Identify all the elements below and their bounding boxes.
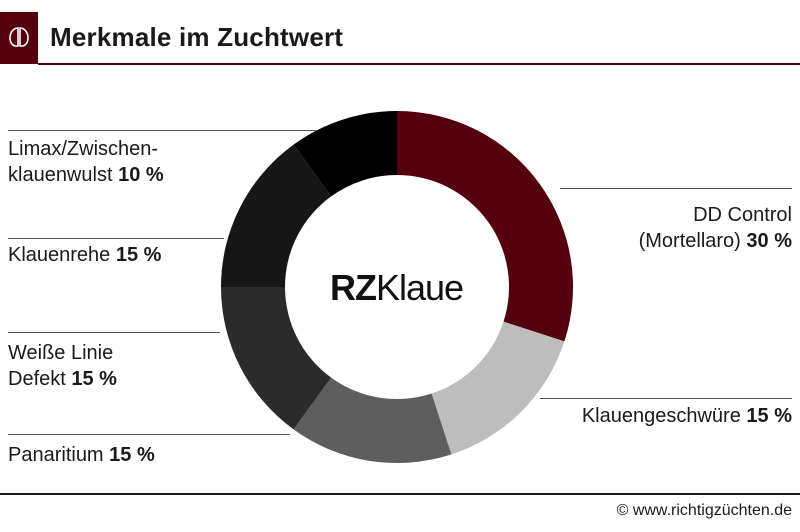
label-klauengeschwuere-name: Klauengeschwüre xyxy=(581,405,741,427)
label-klauenrehe-value: 15 % xyxy=(115,244,162,266)
slice-klauengeschwuere xyxy=(431,321,565,455)
hoof-icon xyxy=(9,27,29,47)
leader-line-weisse-linie xyxy=(8,332,220,333)
slice-limax xyxy=(293,111,397,197)
label-klauenrehe-name: Klauenrehe xyxy=(8,244,111,266)
leader-line-panaritium xyxy=(8,434,290,435)
label-limax-line1: Limax/Zwischen- xyxy=(8,138,159,160)
footer-divider xyxy=(0,493,800,495)
label-dd-control: DD Control (Mortellaro) 30 % xyxy=(639,202,792,254)
label-dd-control-value: 30 % xyxy=(746,230,792,252)
label-limax-line2: klauenwulst xyxy=(8,164,113,186)
logo-klaue: Klaue xyxy=(376,267,464,308)
label-weisse-linie-line2: Defekt xyxy=(8,368,66,390)
label-klauengeschwuere-value: 15 % xyxy=(746,405,792,427)
leader-line-klauenrehe xyxy=(8,238,224,239)
center-logo: RZKlaue xyxy=(330,266,465,310)
page-title: Merkmale im Zuchtwert xyxy=(50,22,344,52)
slice-klauenrehe xyxy=(221,144,332,287)
slice-weisse-linie xyxy=(221,287,332,430)
slice-panaritium xyxy=(293,377,452,463)
label-dd-control-line2: (Mortellaro) xyxy=(638,230,741,252)
label-weisse-linie: Weiße Linie Defekt 15 % xyxy=(8,340,117,392)
label-klauengeschwuere: Klauengeschwüre 15 % xyxy=(582,403,792,429)
slice-dd-control xyxy=(397,111,573,342)
label-weisse-linie-value: 15 % xyxy=(71,368,117,390)
copyright-credit: © www.richtigzüchten.de xyxy=(616,502,792,519)
leader-line-klauengeschwuere xyxy=(540,398,792,399)
label-panaritium: Panaritium 15 % xyxy=(8,442,155,468)
header-badge xyxy=(0,12,38,64)
title-divider xyxy=(38,63,800,65)
label-limax: Limax/Zwischen- klauenwulst 10 % xyxy=(8,136,164,188)
logo-rz: RZ xyxy=(330,267,377,308)
label-klauenrehe: Klauenrehe 15 % xyxy=(8,242,161,268)
label-panaritium-value: 15 % xyxy=(109,444,155,466)
label-weisse-linie-line1: Weiße Linie xyxy=(8,342,114,364)
label-dd-control-line1: DD Control xyxy=(693,204,792,226)
label-panaritium-name: Panaritium xyxy=(8,444,104,466)
leader-line-limax xyxy=(8,130,316,131)
label-limax-value: 10 % xyxy=(118,164,164,186)
leader-line-dd-control xyxy=(560,188,792,189)
